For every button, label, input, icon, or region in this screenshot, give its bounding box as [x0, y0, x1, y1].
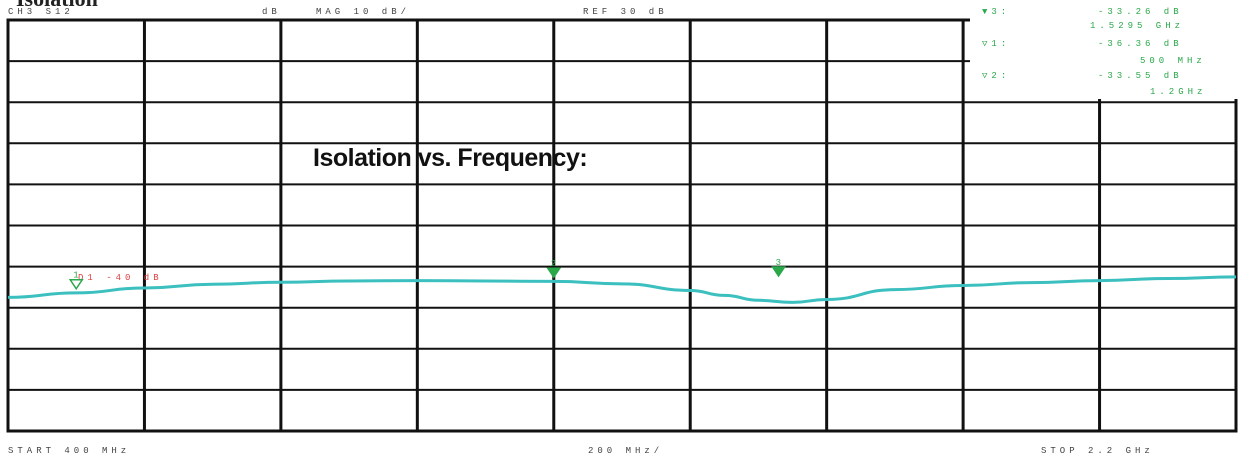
marker-2-value: -33.55 dB — [1098, 71, 1183, 81]
marker-readout-1: ▽1: -36.36 dB 500 MHz — [982, 39, 1206, 66]
trace-layer: 1 2 3 — [7, 258, 1237, 304]
format-unit-label: dB — [262, 7, 281, 17]
stop-frequency: STOP 2.2 GHz — [1041, 446, 1154, 456]
start-frequency: START 400 MHz — [8, 446, 130, 456]
marker-3-id: 3 — [776, 258, 781, 268]
scale-label: MAG 10 dB/ — [316, 7, 410, 17]
marker-3-triangle — [771, 266, 786, 278]
logo-text: Isolation — [16, 0, 98, 11]
marker-3-value: -33.26 dB — [1098, 7, 1183, 17]
limit-label: D1 -40 dB — [78, 273, 163, 283]
marker-readout-3: ▼3: -33.26 dB 1.5295 GHz — [982, 7, 1184, 31]
marker-1-label: ▽1: — [982, 39, 1010, 49]
marker-2-id: 2 — [551, 259, 556, 269]
marker-3-label: ▼3: — [982, 7, 1010, 17]
span-per-division: 200 MHz/ — [588, 446, 663, 456]
grid — [8, 20, 1236, 431]
marker-2-label: ▽2: — [982, 71, 1010, 81]
marker-readout-2: ▽2: -33.55 dB 1.2GHz — [982, 71, 1206, 97]
marker-panel — [970, 0, 1241, 99]
marker-1-value: -36.36 dB — [1098, 39, 1183, 49]
reference-label: REF 30 dB — [583, 7, 668, 17]
marker-1-id: 1 — [73, 271, 78, 281]
chart-title: Isolation vs. Frequency: — [313, 144, 587, 172]
marker-2-freq: 1.2GHz — [1150, 87, 1206, 97]
marker-3-freq: 1.5295 GHz — [1090, 21, 1184, 31]
trace-line — [7, 275, 1237, 304]
marker-1-freq: 500 MHz — [1140, 56, 1206, 66]
marker-1-triangle — [68, 278, 84, 291]
channel-label: CH3 S12 — [8, 7, 74, 17]
marker-2-triangle — [546, 267, 562, 279]
